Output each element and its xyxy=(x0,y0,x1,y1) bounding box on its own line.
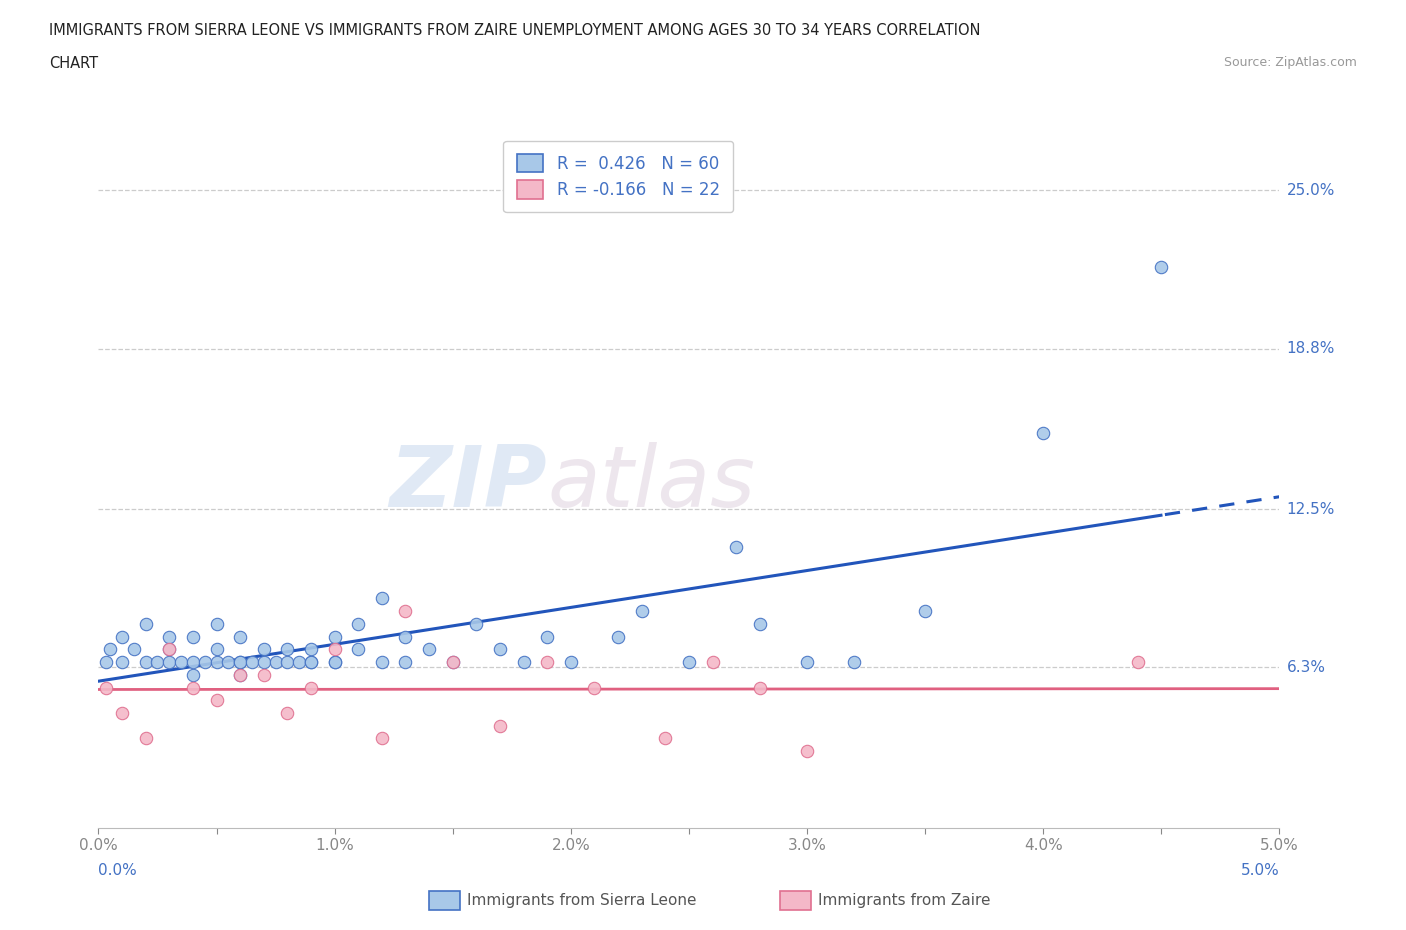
Point xyxy=(229,668,252,683)
Point xyxy=(323,642,346,657)
Text: Immigrants from Zaire: Immigrants from Zaire xyxy=(818,893,991,908)
Text: 5.0%: 5.0% xyxy=(1240,863,1279,878)
Point xyxy=(135,617,157,631)
Point xyxy=(347,617,370,631)
Text: atlas: atlas xyxy=(547,442,755,525)
Point xyxy=(796,655,818,670)
Point xyxy=(253,668,276,683)
Point xyxy=(630,604,652,618)
Point xyxy=(299,655,322,670)
Point xyxy=(1150,259,1173,274)
Point xyxy=(240,655,263,670)
Point xyxy=(371,591,394,605)
Point xyxy=(347,642,370,657)
Legend: R =  0.426   N = 60, R = -0.166   N = 22: R = 0.426 N = 60, R = -0.166 N = 22 xyxy=(503,141,733,212)
Text: IMMIGRANTS FROM SIERRA LEONE VS IMMIGRANTS FROM ZAIRE UNEMPLOYMENT AMONG AGES 30: IMMIGRANTS FROM SIERRA LEONE VS IMMIGRAN… xyxy=(49,23,981,38)
Point xyxy=(702,655,724,670)
Point xyxy=(217,655,239,670)
Point xyxy=(394,655,416,670)
Point xyxy=(323,655,346,670)
Point xyxy=(1126,655,1149,670)
Point xyxy=(371,731,394,746)
Point xyxy=(536,655,558,670)
Point xyxy=(229,668,252,683)
Point xyxy=(371,655,394,670)
Point xyxy=(157,655,180,670)
Point xyxy=(299,655,322,670)
Point xyxy=(135,655,157,670)
Point xyxy=(288,655,311,670)
Point xyxy=(607,629,630,644)
Point xyxy=(489,642,512,657)
Point xyxy=(157,629,180,644)
Point xyxy=(725,540,748,555)
Point xyxy=(418,642,440,657)
Point xyxy=(512,655,534,670)
Point xyxy=(323,655,346,670)
Point xyxy=(157,642,180,657)
Point xyxy=(536,629,558,644)
Point xyxy=(276,642,298,657)
Point xyxy=(170,655,193,670)
Point xyxy=(748,680,770,695)
Point xyxy=(796,744,818,759)
Point xyxy=(299,680,322,695)
Point xyxy=(253,642,276,657)
Point xyxy=(253,655,276,670)
Point xyxy=(394,629,416,644)
Point xyxy=(111,629,134,644)
Point xyxy=(205,617,228,631)
Text: Source: ZipAtlas.com: Source: ZipAtlas.com xyxy=(1223,56,1357,69)
Point xyxy=(323,629,346,644)
Point xyxy=(135,731,157,746)
Point xyxy=(98,642,121,657)
Text: Immigrants from Sierra Leone: Immigrants from Sierra Leone xyxy=(467,893,696,908)
Point xyxy=(229,655,252,670)
Point xyxy=(111,655,134,670)
Point xyxy=(844,655,866,670)
Point xyxy=(122,642,145,657)
Point xyxy=(146,655,169,670)
Point xyxy=(276,706,298,721)
Text: CHART: CHART xyxy=(49,56,98,71)
Point xyxy=(94,680,117,695)
Text: 12.5%: 12.5% xyxy=(1286,501,1334,516)
Point xyxy=(205,655,228,670)
Point xyxy=(264,655,287,670)
Text: 0.0%: 0.0% xyxy=(98,863,138,878)
Text: 6.3%: 6.3% xyxy=(1286,659,1326,674)
Point xyxy=(229,629,252,644)
Point xyxy=(205,642,228,657)
Point xyxy=(914,604,936,618)
Text: ZIP: ZIP xyxy=(389,442,547,525)
Point xyxy=(583,680,606,695)
Point xyxy=(654,731,676,746)
Point xyxy=(441,655,464,670)
Point xyxy=(205,693,228,708)
Point xyxy=(229,655,252,670)
Point xyxy=(394,604,416,618)
Point xyxy=(181,680,204,695)
Text: 25.0%: 25.0% xyxy=(1286,183,1334,198)
Point xyxy=(181,668,204,683)
Point xyxy=(111,706,134,721)
Point xyxy=(181,629,204,644)
Point xyxy=(748,617,770,631)
Point xyxy=(94,655,117,670)
Point xyxy=(157,642,180,657)
Point xyxy=(560,655,582,670)
Point xyxy=(1032,425,1054,440)
Point xyxy=(299,642,322,657)
Point xyxy=(678,655,700,670)
Text: 18.8%: 18.8% xyxy=(1286,341,1334,356)
Point xyxy=(489,718,512,733)
Point xyxy=(465,617,488,631)
Point xyxy=(194,655,217,670)
Point xyxy=(181,655,204,670)
Point xyxy=(276,655,298,670)
Point xyxy=(441,655,464,670)
